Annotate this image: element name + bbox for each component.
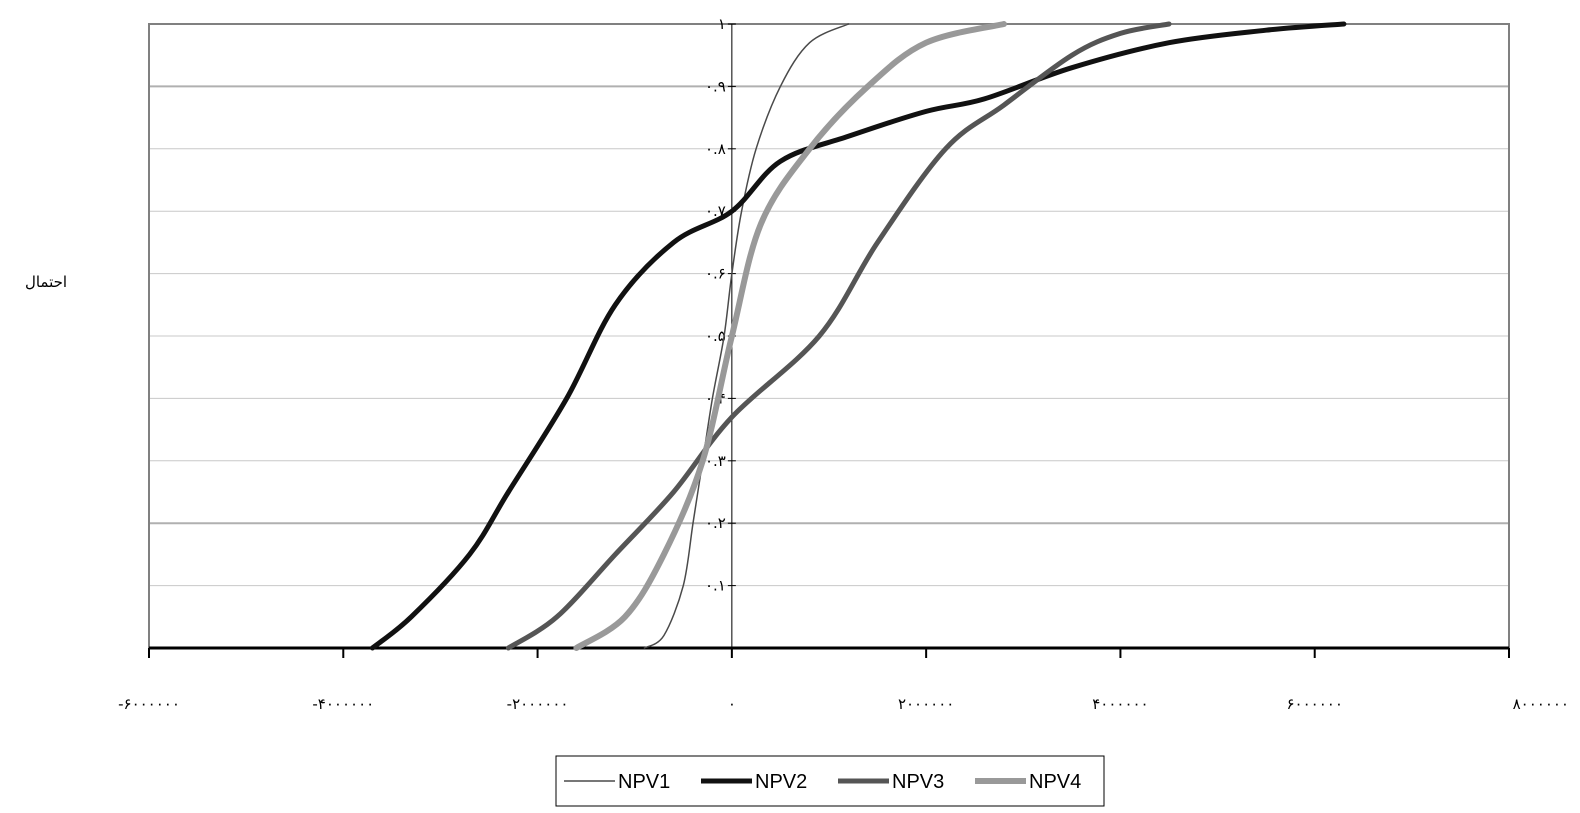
x-tick-label: ۰ [728,695,736,713]
y-tick-label: ۰ [718,639,726,657]
x-tick-label: -۶۰۰۰۰۰۰ [118,695,180,713]
legend: NPV1 NPV2 NPV3 NPV4 [555,755,1105,807]
legend-label-npv3: NPV3 [892,771,944,793]
y-tick-label: ۰.۵ [705,327,726,345]
x-axis-ticks: -۶۰۰۰۰۰۰ -۴۰۰۰۰۰۰ -۲۰۰۰۰۰۰ ۰ ۲۰۰۰۰۰۰ ۴۰۰۰۰۰۰ ۶… [118,648,1569,713]
gridlines [149,23,1509,587]
y-tick-label: ۱ [718,15,726,33]
y-tick-label: ۰.۸ [705,140,726,158]
x-tick-label: -۲۰۰۰۰۰۰ [507,695,569,713]
x-tick-label: ۲۰۰۰۰۰۰ [898,695,954,713]
y-tick-label: ۰.۶ [705,265,726,283]
x-tick-label: ۶۰۰۰۰۰۰ [1287,695,1343,713]
x-tick-label: ۴۰۰۰۰۰۰ [1092,695,1148,713]
legend-label-npv4: NPV4 [1029,771,1081,793]
y-tick-label: ۰.۲ [705,514,726,532]
series-line-npv1 [643,23,850,649]
y-axis-label: احتمال [25,273,67,291]
series-lines [369,21,1347,651]
legend-label-npv1: NPV1 [618,771,670,793]
x-tick-label: -۴۰۰۰۰۰۰ [312,695,374,713]
series-line-npv3 [505,21,1172,651]
y-tick-label: ۰.۱ [705,577,726,595]
y-tick-label: ۰.۳ [705,452,726,470]
legend-label-npv2: NPV2 [755,771,807,793]
x-tick-label: ۸۰۰۰۰۰۰ [1513,695,1569,713]
series-line-npv4 [573,21,1007,651]
series-line-npv2 [369,21,1347,651]
y-tick-label: ۰.۹ [705,77,726,95]
